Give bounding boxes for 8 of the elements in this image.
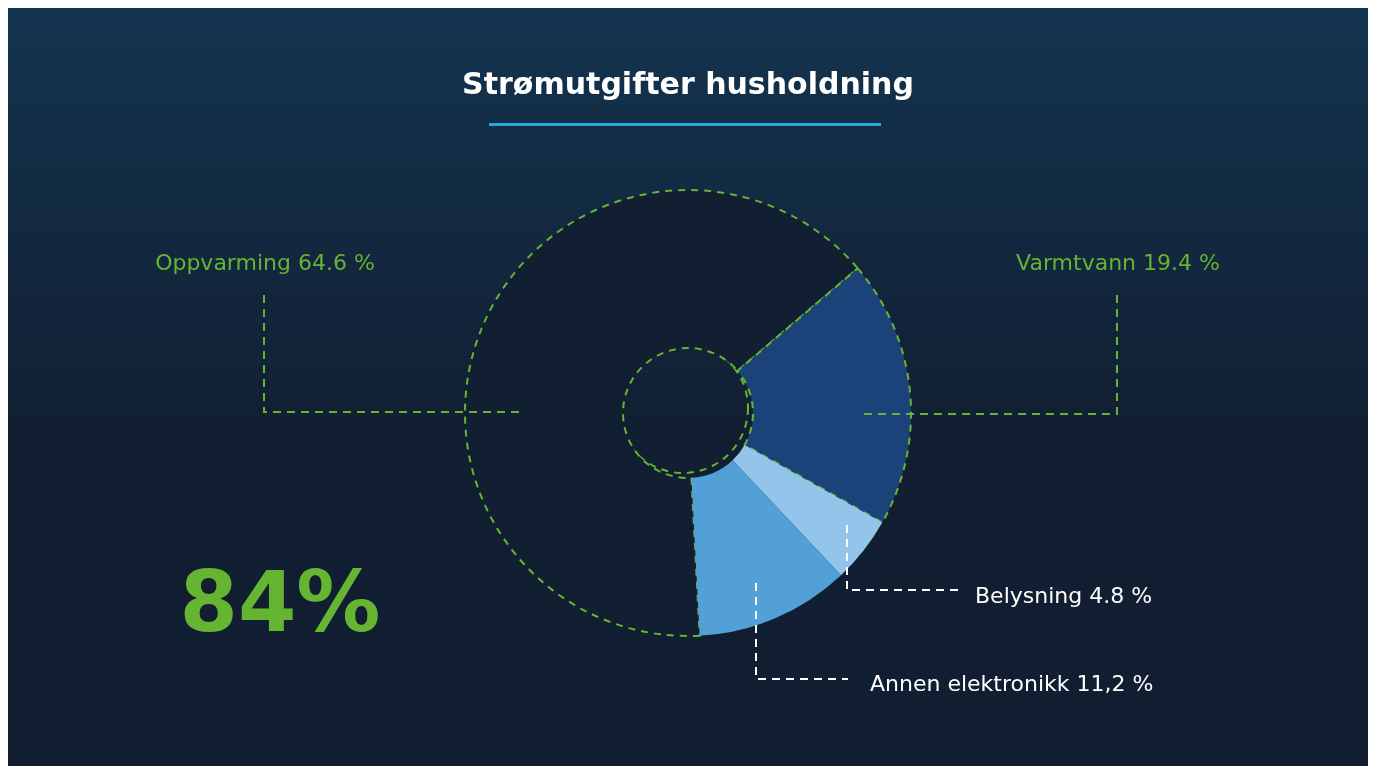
slice-label: Annen elektronikk 11,2 % <box>870 671 1154 696</box>
text: 84% <box>179 552 381 651</box>
chart-title: Strømutgifter husholdning <box>461 66 915 101</box>
slice-label: Belysning 4.8 % <box>975 583 1153 608</box>
slice-label: Oppvarming 64.6 % <box>155 250 375 275</box>
donut-slice <box>691 460 841 636</box>
slice-label: Varmtvann 19.4 % <box>1016 250 1220 275</box>
donut-slice <box>732 444 883 576</box>
